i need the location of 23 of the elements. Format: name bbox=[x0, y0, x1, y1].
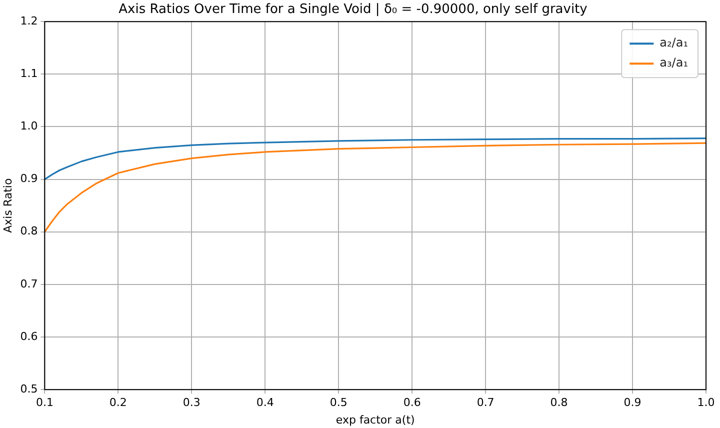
y-tick-label: 1.2 bbox=[20, 14, 38, 28]
x-tick-label: 0.5 bbox=[330, 396, 348, 410]
y-tick-label: 0.5 bbox=[20, 382, 38, 396]
x-tick-label: 0.1 bbox=[36, 396, 54, 410]
x-axis-title: exp factor a(t) bbox=[336, 413, 415, 426]
y-axis-title: Axis Ratio bbox=[1, 178, 14, 233]
y-tick-label: 0.8 bbox=[20, 224, 38, 238]
x-tick-label: 0.7 bbox=[476, 396, 494, 410]
y-tick-label: 1.1 bbox=[20, 67, 38, 80]
x-tick-label: 0.9 bbox=[624, 396, 642, 410]
x-tick-label: 0.6 bbox=[403, 396, 421, 410]
x-tick-label: 0.4 bbox=[256, 396, 274, 410]
x-tick-label: 0.8 bbox=[550, 396, 568, 410]
y-tick-label: 0.7 bbox=[20, 277, 38, 290]
x-tick-label: 1.0 bbox=[697, 396, 715, 410]
legend-label: a₂/a₁ bbox=[660, 36, 688, 50]
y-tick-label: 0.6 bbox=[20, 330, 38, 343]
legend-label: a₃/a₁ bbox=[660, 56, 688, 70]
chart-title: Axis Ratios Over Time for a Single Void | δ₀ = -0.90000, only self gravity bbox=[118, 2, 588, 18]
x-tick-label: 0.2 bbox=[109, 396, 127, 410]
y-tick-label: 1.0 bbox=[20, 120, 38, 133]
y-tick-label: 0.9 bbox=[20, 172, 38, 186]
x-tick-label: 0.3 bbox=[182, 396, 200, 410]
